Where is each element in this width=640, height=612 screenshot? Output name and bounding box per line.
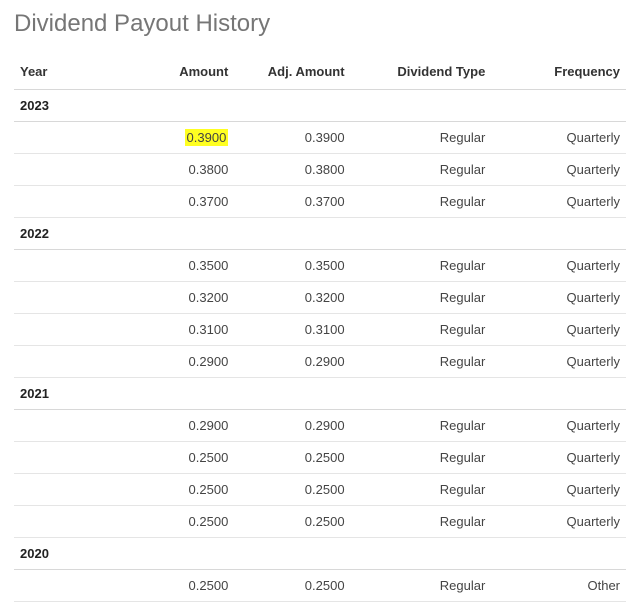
col-adj-amount: Adj. Amount (234, 56, 350, 90)
table-row: 0.29000.2900RegularQuarterly (14, 410, 626, 442)
year-row: 2022 (14, 218, 626, 250)
table-body: 20230.39000.3900RegularQuarterly0.38000.… (14, 90, 626, 602)
cell-amount: 0.2500 (118, 506, 234, 538)
cell-year-empty (14, 282, 118, 314)
cell-frequency: Quarterly (491, 474, 626, 506)
cell-div-type: Regular (351, 346, 492, 378)
cell-div-type: Regular (351, 570, 492, 602)
col-year: Year (14, 56, 118, 90)
cell-frequency: Quarterly (491, 410, 626, 442)
cell-year-empty (14, 250, 118, 282)
cell-div-type: Regular (351, 186, 492, 218)
table-row: 0.38000.3800RegularQuarterly (14, 154, 626, 186)
table-row: 0.25000.2500RegularQuarterly (14, 506, 626, 538)
cell-div-type: Regular (351, 474, 492, 506)
cell-div-type: Regular (351, 282, 492, 314)
cell-year-empty (14, 154, 118, 186)
cell-div-type: Regular (351, 410, 492, 442)
table-row: 0.32000.3200RegularQuarterly (14, 282, 626, 314)
cell-year-empty (14, 570, 118, 602)
cell-amount: 0.3800 (118, 154, 234, 186)
cell-amount: 0.2900 (118, 346, 234, 378)
table-row: 0.29000.2900RegularQuarterly (14, 346, 626, 378)
cell-year-empty (14, 186, 118, 218)
table-row: 0.35000.3500RegularQuarterly (14, 250, 626, 282)
table-row: 0.37000.3700RegularQuarterly (14, 186, 626, 218)
year-label: 2023 (14, 90, 626, 122)
cell-amount: 0.3900 (118, 122, 234, 154)
cell-adj-amount: 0.2900 (234, 346, 350, 378)
cell-adj-amount: 0.2900 (234, 410, 350, 442)
cell-amount: 0.3100 (118, 314, 234, 346)
table-header-row: Year Amount Adj. Amount Dividend Type Fr… (14, 56, 626, 90)
page-title: Dividend Payout History (14, 10, 626, 38)
cell-frequency: Quarterly (491, 442, 626, 474)
year-label: 2021 (14, 378, 626, 410)
cell-amount: 0.2500 (118, 570, 234, 602)
year-label: 2022 (14, 218, 626, 250)
table-row: 0.25000.2500RegularOther (14, 570, 626, 602)
col-div-type: Dividend Type (351, 56, 492, 90)
cell-frequency: Other (491, 570, 626, 602)
cell-frequency: Quarterly (491, 186, 626, 218)
cell-adj-amount: 0.3800 (234, 154, 350, 186)
col-amount: Amount (118, 56, 234, 90)
cell-amount: 0.2900 (118, 410, 234, 442)
cell-adj-amount: 0.3900 (234, 122, 350, 154)
cell-adj-amount: 0.2500 (234, 474, 350, 506)
cell-frequency: Quarterly (491, 506, 626, 538)
cell-amount: 0.2500 (118, 442, 234, 474)
cell-frequency: Quarterly (491, 346, 626, 378)
cell-amount: 0.3700 (118, 186, 234, 218)
cell-div-type: Regular (351, 154, 492, 186)
cell-year-empty (14, 442, 118, 474)
year-row: 2020 (14, 538, 626, 570)
table-row: 0.25000.2500RegularQuarterly (14, 442, 626, 474)
cell-year-empty (14, 122, 118, 154)
cell-amount: 0.3200 (118, 282, 234, 314)
dividend-table: Year Amount Adj. Amount Dividend Type Fr… (14, 56, 626, 602)
cell-year-empty (14, 474, 118, 506)
cell-year-empty (14, 346, 118, 378)
cell-frequency: Quarterly (491, 154, 626, 186)
year-row: 2021 (14, 378, 626, 410)
cell-div-type: Regular (351, 250, 492, 282)
year-row: 2023 (14, 90, 626, 122)
cell-div-type: Regular (351, 314, 492, 346)
cell-amount: 0.3500 (118, 250, 234, 282)
cell-adj-amount: 0.3700 (234, 186, 350, 218)
year-label: 2020 (14, 538, 626, 570)
table-row: 0.39000.3900RegularQuarterly (14, 122, 626, 154)
cell-adj-amount: 0.3200 (234, 282, 350, 314)
cell-div-type: Regular (351, 122, 492, 154)
cell-frequency: Quarterly (491, 282, 626, 314)
cell-adj-amount: 0.2500 (234, 442, 350, 474)
cell-frequency: Quarterly (491, 250, 626, 282)
cell-year-empty (14, 506, 118, 538)
cell-frequency: Quarterly (491, 122, 626, 154)
cell-amount: 0.2500 (118, 474, 234, 506)
cell-year-empty (14, 314, 118, 346)
col-frequency: Frequency (491, 56, 626, 90)
cell-adj-amount: 0.3100 (234, 314, 350, 346)
table-row: 0.31000.3100RegularQuarterly (14, 314, 626, 346)
cell-adj-amount: 0.3500 (234, 250, 350, 282)
cell-adj-amount: 0.2500 (234, 506, 350, 538)
cell-div-type: Regular (351, 442, 492, 474)
cell-div-type: Regular (351, 506, 492, 538)
cell-year-empty (14, 410, 118, 442)
table-row: 0.25000.2500RegularQuarterly (14, 474, 626, 506)
cell-frequency: Quarterly (491, 314, 626, 346)
cell-adj-amount: 0.2500 (234, 570, 350, 602)
